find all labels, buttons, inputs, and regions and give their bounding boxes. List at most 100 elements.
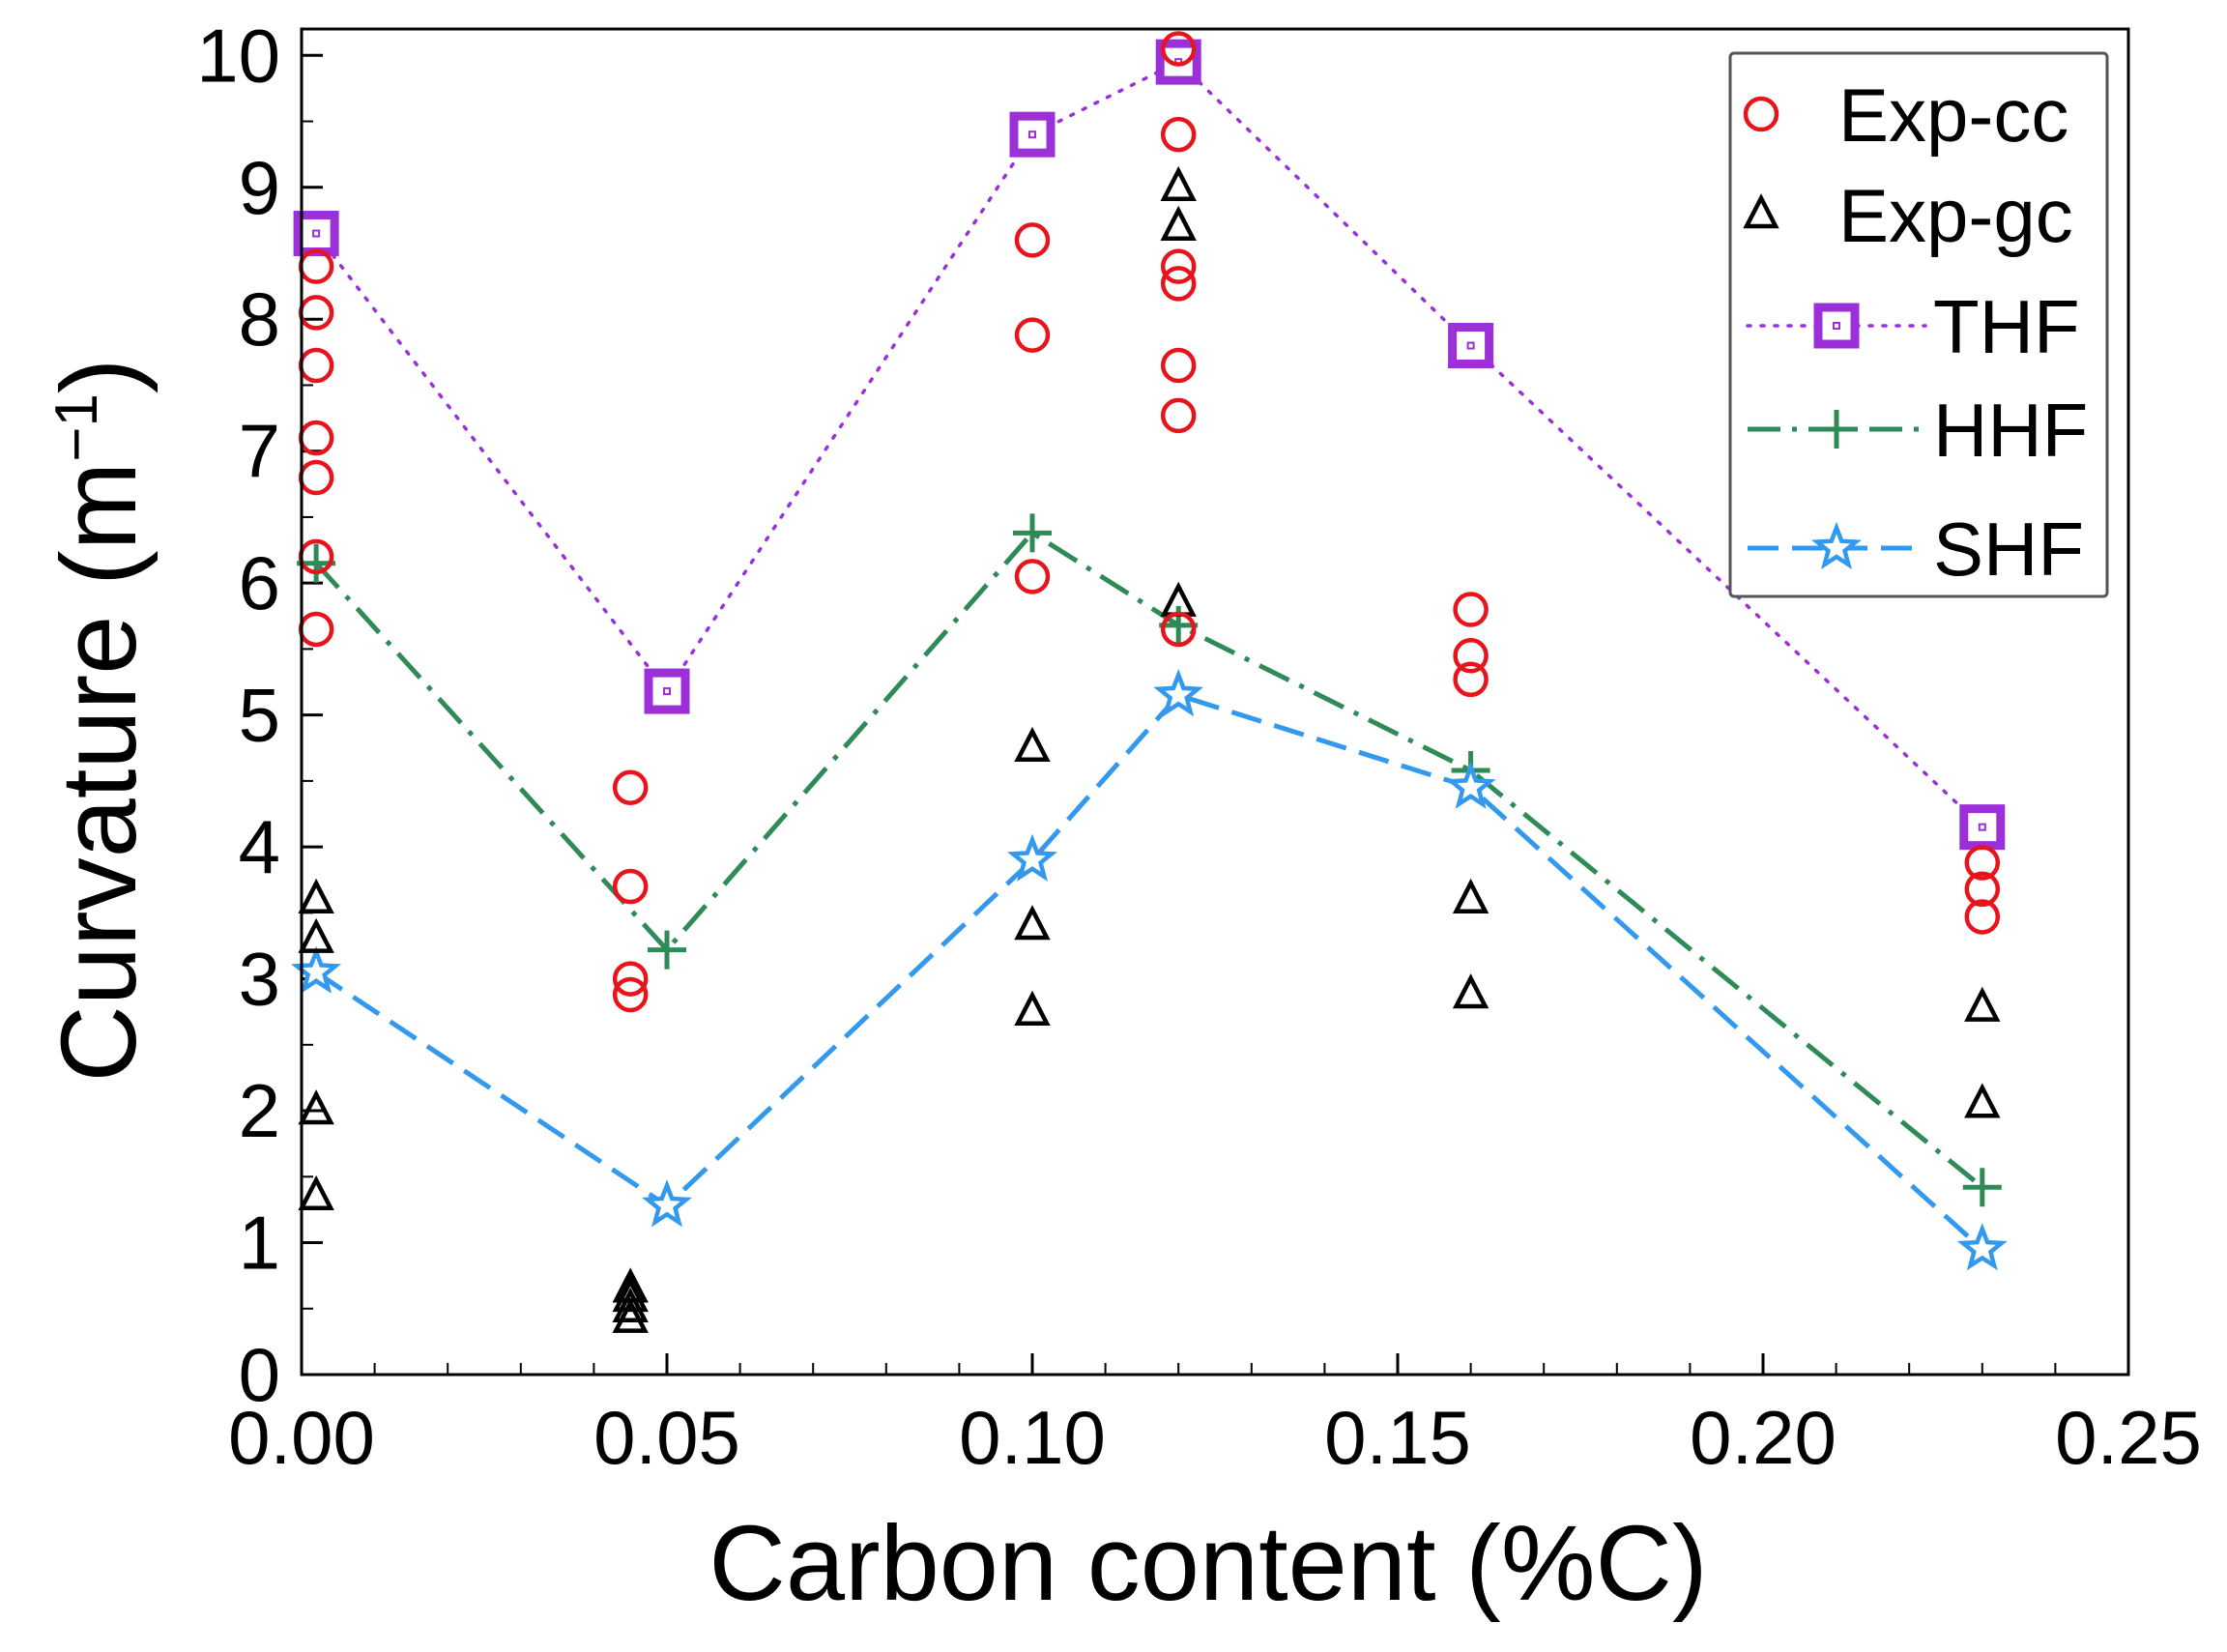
point-exp-cc	[1453, 592, 1489, 627]
point-exp-cc	[1453, 661, 1489, 698]
point-exp-cc	[1453, 637, 1489, 674]
y-tick-label: 6	[239, 540, 280, 625]
point-exp-cc	[1160, 611, 1197, 648]
legend-entry-exp-gc: Exp-gc	[1743, 173, 2073, 258]
point-thf	[644, 668, 690, 714]
x-tick-label: 0.05	[593, 1395, 740, 1480]
point-exp-cc	[298, 295, 334, 331]
legend-entry-thf: THF	[1746, 284, 2080, 369]
y-axis-title-close: )	[40, 358, 159, 393]
y-tick-label: 3	[239, 937, 280, 1022]
point-thf-center	[1466, 341, 1475, 350]
y-tick-label: 10	[196, 13, 280, 98]
point-shf	[1007, 833, 1057, 882]
point-exp-gc	[1014, 990, 1051, 1026]
point-exp-gc	[612, 1297, 649, 1333]
legend-marker-thf-outline	[1813, 303, 1860, 349]
point-exp-gc	[1964, 1083, 2001, 1118]
point-shf	[1956, 1223, 2008, 1271]
legend-marker-thf	[1813, 303, 1860, 349]
point-exp-gc	[1452, 973, 1489, 1009]
series-layer	[291, 31, 2008, 1333]
point-thf-outline	[1959, 804, 2006, 851]
y-tick-label: 1	[239, 1201, 280, 1286]
y-tick-label: 5	[239, 673, 280, 758]
point-exp-cc	[612, 769, 649, 805]
point-exp-cc	[1014, 317, 1051, 353]
series-shf-line	[314, 692, 1984, 1252]
point-thf-outline	[293, 211, 339, 257]
y-tick-label: 8	[239, 276, 280, 362]
point-thf	[1155, 39, 1201, 85]
point-exp-cc	[612, 976, 649, 1013]
point-exp-cc	[1160, 347, 1197, 384]
y-tick-label: 2	[239, 1068, 280, 1153]
point-shf	[1153, 668, 1204, 717]
legend-marker-exp-gc	[1743, 193, 1779, 229]
legend-box	[1728, 51, 2109, 598]
point-thf-outline	[1155, 39, 1201, 85]
point-exp-cc	[298, 347, 334, 384]
point-exp-cc	[298, 611, 334, 648]
x-tick-label: 0.00	[228, 1395, 375, 1480]
series-shf	[291, 668, 2008, 1271]
series-hhf-line	[314, 530, 1984, 1190]
legend-marker-thf-center	[1833, 322, 1840, 330]
point-exp-gc	[612, 1287, 649, 1323]
y-tick-label: 7	[239, 409, 280, 494]
point-thf-outline	[1448, 323, 1494, 369]
point-exp-cc	[298, 459, 334, 496]
point-exp-gc	[298, 1174, 334, 1211]
x-tick-label: 0.15	[1324, 1395, 1471, 1480]
point-exp-gc	[1452, 878, 1489, 913]
point-thf-center	[1978, 823, 1986, 831]
point-thf-center	[663, 687, 671, 696]
point-exp-cc	[1160, 248, 1197, 284]
point-exp-cc	[1160, 266, 1197, 302]
point-shf	[1445, 761, 1496, 809]
legend-label-exp-gc: Exp-gc	[1838, 173, 2073, 258]
legend-label-thf: THF	[1933, 284, 2080, 369]
point-exp-cc	[1964, 871, 2001, 908]
point-exp-gc	[1160, 205, 1197, 241]
point-hhf	[648, 930, 686, 970]
point-thf	[1448, 323, 1494, 369]
y-tick-label: 9	[239, 145, 280, 230]
point-hhf	[1013, 513, 1052, 553]
series-exp-gc	[298, 165, 2001, 1333]
point-exp-cc	[1160, 116, 1197, 153]
point-exp-gc	[298, 878, 334, 913]
y-axis-title-main: Curvature (m	[40, 462, 159, 1083]
point-exp-cc	[1160, 397, 1197, 434]
x-axis-tick-labels: 0.00 0.05 0.10 0.15 0.20 0.25	[228, 1395, 2202, 1480]
y-tick-label: 4	[239, 804, 280, 889]
point-exp-gc	[1014, 905, 1051, 941]
point-exp-cc	[1964, 899, 2001, 935]
legend-marker-hhf	[1817, 410, 1856, 449]
point-thf-center	[1028, 130, 1036, 139]
point-thf-center	[312, 229, 321, 238]
point-exp-cc	[612, 868, 649, 905]
point-exp-gc	[1014, 726, 1051, 763]
x-tick-label: 0.10	[959, 1395, 1106, 1480]
legend-entry-shf: SHF	[1748, 507, 2084, 592]
x-tick-label: 0.20	[1690, 1395, 1837, 1480]
legend-marker-exp-cc	[1743, 96, 1779, 132]
point-thf	[1959, 804, 2006, 851]
point-exp-gc	[1160, 165, 1197, 202]
point-hhf	[1962, 1168, 2002, 1207]
point-thf-outline	[1009, 111, 1056, 158]
series-hhf	[297, 513, 2002, 1207]
y-axis-tick-labels: 0 1 2 3 4 5 6 7 8 9 10	[196, 13, 280, 1417]
point-exp-cc	[1014, 222, 1051, 258]
point-thf	[1009, 111, 1056, 158]
point-exp-gc	[298, 1089, 334, 1125]
legend: Exp-cc Exp-gc THF HHF SHF	[1728, 51, 2109, 598]
plot-frame	[300, 27, 2130, 1377]
series-exp-cc	[298, 31, 2001, 1013]
y-axis-title: Curvature (m−1)	[40, 358, 159, 1082]
point-exp-gc	[298, 917, 334, 953]
legend-marker-shf	[1811, 521, 1862, 570]
point-exp-cc	[1014, 559, 1051, 594]
